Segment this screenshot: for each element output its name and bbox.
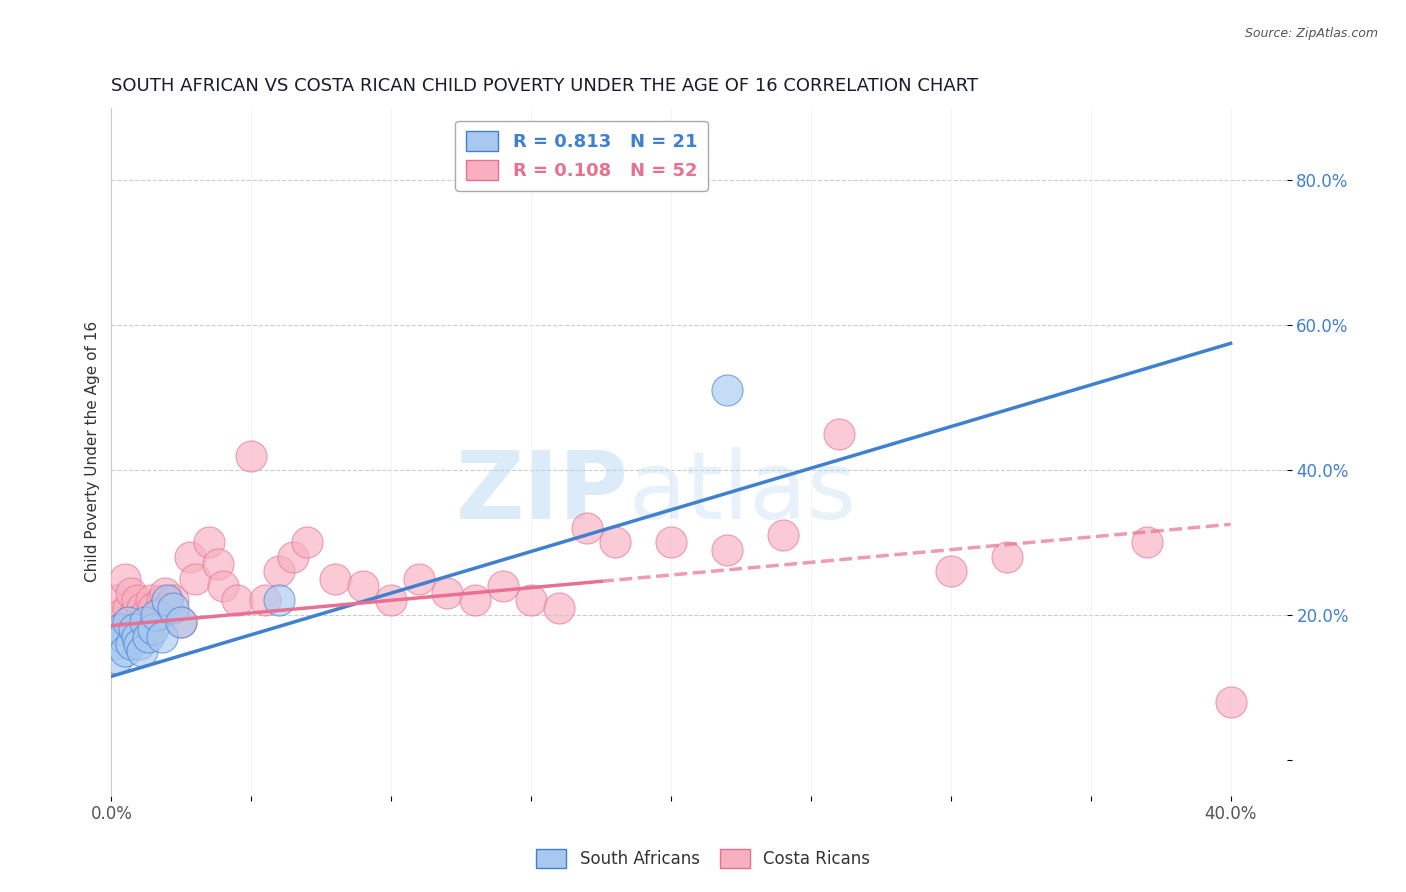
Point: [108, 607, 131, 622]
Point: [492, 579, 515, 593]
Point: [184, 572, 207, 586]
Point: [122, 622, 145, 636]
Point: [179, 549, 201, 564]
Point: [125, 630, 148, 644]
Point: [170, 615, 193, 629]
Point: [1136, 535, 1159, 549]
Point: [520, 593, 543, 607]
Point: [716, 542, 738, 557]
Point: [125, 593, 148, 607]
Point: [828, 426, 851, 441]
Point: [297, 535, 319, 549]
Point: [226, 593, 249, 607]
Point: [240, 449, 263, 463]
Point: [150, 630, 173, 644]
Point: [117, 600, 139, 615]
Point: [716, 384, 738, 398]
Y-axis label: Child Poverty Under the Age of 16: Child Poverty Under the Age of 16: [86, 321, 100, 582]
Point: [131, 600, 153, 615]
Point: [153, 586, 176, 600]
Point: [603, 535, 626, 549]
Point: [131, 644, 153, 658]
Point: [120, 637, 142, 651]
Point: [122, 607, 145, 622]
Point: [145, 607, 167, 622]
Point: [198, 535, 221, 549]
Point: [128, 622, 150, 636]
Point: [156, 593, 179, 607]
Point: [659, 535, 682, 549]
Text: Source: ZipAtlas.com: Source: ZipAtlas.com: [1244, 27, 1378, 40]
Legend: South Africans, Costa Ricans: South Africans, Costa Ricans: [530, 843, 876, 875]
Point: [114, 572, 136, 586]
Text: ZIP: ZIP: [456, 447, 628, 539]
Point: [148, 607, 170, 622]
Point: [254, 593, 277, 607]
Point: [162, 593, 184, 607]
Point: [105, 593, 128, 607]
Point: [134, 615, 156, 629]
Point: [111, 622, 134, 636]
Point: [408, 572, 430, 586]
Point: [103, 637, 125, 651]
Point: [995, 549, 1018, 564]
Point: [548, 600, 571, 615]
Point: [117, 615, 139, 629]
Text: atlas: atlas: [628, 447, 856, 539]
Point: [150, 593, 173, 607]
Point: [136, 622, 159, 636]
Point: [134, 607, 156, 622]
Point: [212, 579, 235, 593]
Point: [105, 651, 128, 665]
Point: [323, 572, 346, 586]
Point: [269, 565, 291, 579]
Point: [120, 586, 142, 600]
Point: [576, 521, 599, 535]
Point: [114, 644, 136, 658]
Point: [207, 557, 229, 571]
Point: [142, 622, 165, 636]
Point: [269, 593, 291, 607]
Point: [352, 579, 374, 593]
Point: [162, 600, 184, 615]
Point: [145, 615, 167, 629]
Point: [170, 615, 193, 629]
Point: [464, 593, 486, 607]
Point: [103, 615, 125, 629]
Point: [136, 630, 159, 644]
Point: [108, 622, 131, 636]
Point: [156, 600, 179, 615]
Point: [380, 593, 402, 607]
Point: [142, 600, 165, 615]
Legend: R = 0.813   N = 21, R = 0.108   N = 52: R = 0.813 N = 21, R = 0.108 N = 52: [456, 120, 709, 191]
Point: [283, 549, 305, 564]
Point: [139, 593, 162, 607]
Point: [1219, 695, 1241, 709]
Point: [111, 630, 134, 644]
Point: [772, 528, 794, 542]
Text: SOUTH AFRICAN VS COSTA RICAN CHILD POVERTY UNDER THE AGE OF 16 CORRELATION CHART: SOUTH AFRICAN VS COSTA RICAN CHILD POVER…: [111, 78, 979, 95]
Point: [128, 637, 150, 651]
Point: [939, 565, 962, 579]
Point: [436, 586, 458, 600]
